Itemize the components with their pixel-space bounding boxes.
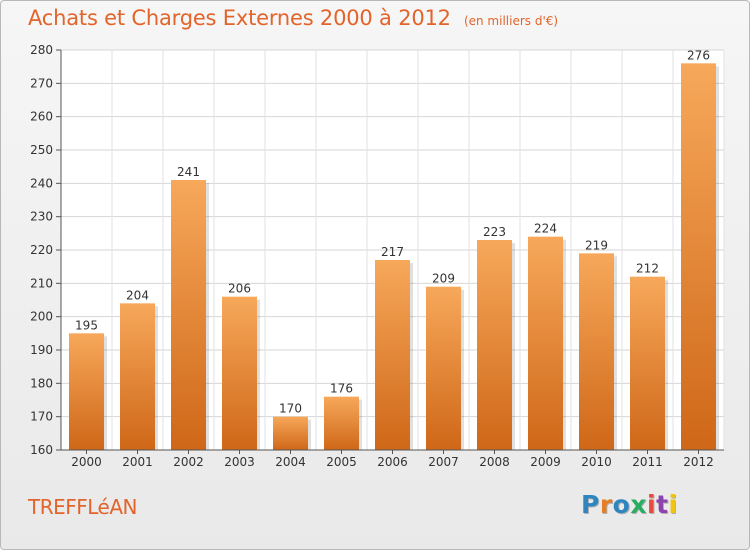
bar-value-label: 223 bbox=[483, 225, 506, 239]
bar bbox=[681, 63, 716, 450]
y-tick-label: 200 bbox=[30, 310, 53, 324]
logo-letter: i bbox=[647, 490, 657, 519]
bar bbox=[171, 180, 206, 450]
y-tick-label: 190 bbox=[30, 343, 53, 357]
bar bbox=[69, 333, 104, 450]
x-tick-label: 2002 bbox=[173, 455, 204, 469]
x-tick-label: 2010 bbox=[581, 455, 612, 469]
bar bbox=[477, 240, 512, 450]
x-tick-label: 2001 bbox=[122, 455, 153, 469]
proxiti-logo[interactable]: Proxiti bbox=[581, 490, 678, 519]
x-tick-label: 2009 bbox=[530, 455, 561, 469]
logo-letter: x bbox=[630, 490, 647, 519]
bar bbox=[630, 276, 665, 450]
logo-letter: r bbox=[599, 490, 613, 519]
y-tick-label: 240 bbox=[30, 176, 53, 190]
y-tick-label: 260 bbox=[30, 110, 53, 124]
bar-value-label: 276 bbox=[687, 48, 710, 62]
bar-value-label: 195 bbox=[75, 318, 98, 332]
bar-value-label: 241 bbox=[177, 165, 200, 179]
logo-letter: t bbox=[656, 490, 669, 519]
bar bbox=[273, 416, 308, 450]
bar bbox=[324, 396, 359, 450]
bar-value-label: 170 bbox=[279, 402, 302, 416]
title-block: Achats et Charges Externes 2000 à 2012 (… bbox=[28, 6, 558, 30]
bars: 195 204 241 206 170 176 217 209 223 224 219 212 276 bbox=[69, 48, 719, 450]
y-tick-label: 230 bbox=[30, 210, 53, 224]
logo-letter: P bbox=[581, 490, 600, 519]
place-name: TREFFLéAN bbox=[28, 495, 138, 519]
bar-value-label: 212 bbox=[636, 262, 659, 276]
chart-subtitle: (en milliers d'€) bbox=[463, 14, 559, 28]
y-tick-label: 170 bbox=[30, 410, 53, 424]
y-tick-label: 280 bbox=[30, 43, 53, 57]
x-tick-label: 2008 bbox=[479, 455, 510, 469]
bar-value-label: 219 bbox=[585, 238, 608, 252]
x-tick-label: 2007 bbox=[428, 455, 459, 469]
x-tick-label: 2011 bbox=[632, 455, 663, 469]
bar bbox=[426, 286, 461, 450]
bar bbox=[120, 303, 155, 450]
axes: 160 170 180 190 200 210 220 230 240 250 260 270 280 2… bbox=[30, 43, 724, 469]
y-tick-label: 250 bbox=[30, 143, 53, 157]
y-tick-label: 270 bbox=[30, 76, 53, 90]
bar bbox=[579, 253, 614, 450]
x-tick-label: 2000 bbox=[71, 455, 102, 469]
logo-letter: o bbox=[612, 490, 631, 519]
y-tick-label: 160 bbox=[30, 443, 53, 457]
y-tick-label: 180 bbox=[30, 376, 53, 390]
bar bbox=[222, 296, 257, 450]
bar-value-label: 224 bbox=[534, 222, 557, 236]
y-tick-label: 220 bbox=[30, 243, 53, 257]
bar-value-label: 204 bbox=[126, 288, 149, 302]
x-tick-label: 2004 bbox=[275, 455, 306, 469]
x-tick-label: 2012 bbox=[683, 455, 714, 469]
y-tick-label: 210 bbox=[30, 276, 53, 290]
bar bbox=[375, 260, 410, 450]
bar bbox=[528, 236, 563, 450]
bar-value-label: 176 bbox=[330, 382, 353, 396]
logo-letter: i bbox=[668, 490, 678, 519]
x-tick-label: 2005 bbox=[326, 455, 357, 469]
bar-value-label: 209 bbox=[432, 272, 455, 286]
x-tick-label: 2006 bbox=[377, 455, 408, 469]
bar-value-label: 217 bbox=[381, 245, 404, 259]
bar-value-label: 206 bbox=[228, 282, 251, 296]
chart-title: Achats et Charges Externes 2000 à 2012 bbox=[28, 6, 451, 30]
x-tick-label: 2003 bbox=[224, 455, 255, 469]
